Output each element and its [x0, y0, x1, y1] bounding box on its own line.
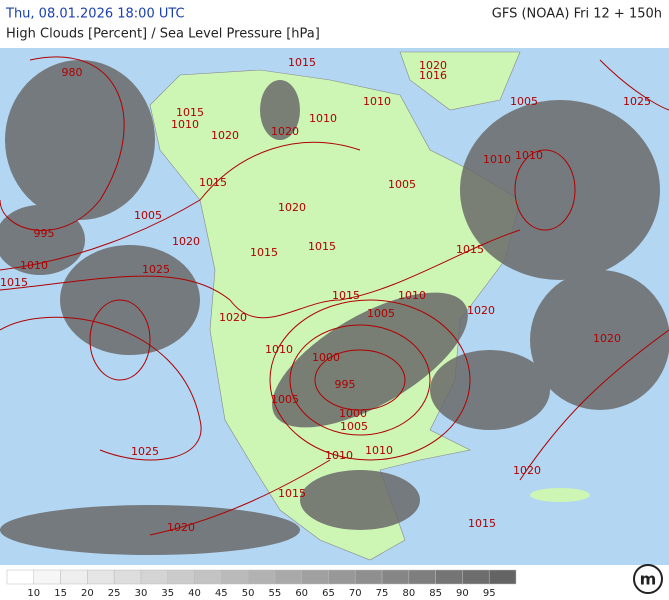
isobar-label: 1005 — [340, 420, 368, 433]
isobar-label: 1020 — [419, 59, 447, 72]
legend-swatch — [435, 569, 463, 585]
logo-text: m — [640, 570, 657, 589]
clouds — [0, 60, 669, 555]
isobar-label: 1015 — [288, 56, 316, 69]
legend-label: 55 — [269, 588, 282, 599]
header-title: High Clouds [Percent] / Sea Level Pressu… — [6, 27, 320, 42]
legend-swatch — [274, 569, 302, 585]
isobar-label: 1000 — [312, 351, 340, 364]
isobar-label: 1025 — [142, 263, 170, 276]
legend-swatch — [408, 569, 436, 585]
isobar-label: 1010 — [365, 444, 393, 457]
legend-swatch — [167, 569, 195, 585]
isobar-label: 1015 — [308, 240, 336, 253]
isobar-label: 1020 — [593, 332, 621, 345]
isobar-label: 1015 — [468, 517, 496, 530]
legend-swatch — [221, 569, 249, 585]
legend-label: 25 — [108, 588, 121, 599]
isobar-label: 1000 — [339, 407, 367, 420]
legend-swatch — [113, 569, 142, 585]
legend-swatch — [87, 569, 115, 585]
legend-swatch — [381, 569, 410, 585]
legend-swatch — [33, 569, 61, 585]
isobar-label: 1020 — [467, 304, 495, 317]
isobar-label: 1015 — [250, 246, 278, 259]
land — [399, 51, 521, 111]
legend-swatch — [488, 569, 517, 585]
isobar-label: 1005 — [134, 209, 162, 222]
isobar-label: 1015 — [332, 289, 360, 302]
legend-label: 70 — [349, 588, 362, 599]
isobar-label: 980 — [62, 66, 83, 79]
isobar-label: 1005 — [271, 393, 299, 406]
isobar-label: 1020 — [211, 129, 239, 142]
legend-label: 90 — [456, 588, 469, 599]
isobar-label: 1005 — [510, 95, 538, 108]
isobar-label: 1015 — [199, 176, 227, 189]
isobar-label: 1010 — [171, 118, 199, 131]
legend-swatch — [60, 569, 88, 585]
legend-label: 20 — [81, 588, 94, 599]
isobar-label: 1020 — [513, 464, 541, 477]
legend-label: 10 — [27, 588, 40, 599]
legend-label: 40 — [188, 588, 201, 599]
legend-swatch — [247, 569, 276, 585]
isobar-label: 1025 — [131, 445, 159, 458]
isobar-label: 1015 — [456, 243, 484, 256]
isobar-label: 1015 — [176, 106, 204, 119]
isobars — [0, 56, 669, 536]
isobar-label: 1015 — [0, 276, 28, 289]
legend-label: 65 — [322, 588, 335, 599]
isobar-label: 1010 — [398, 289, 426, 302]
isobar-label: 1005 — [388, 178, 416, 191]
isobar-label: 1010 — [265, 343, 293, 356]
logo — [633, 564, 663, 594]
isobar-label: 1015 — [278, 487, 306, 500]
isobar-label: 1020 — [219, 311, 247, 324]
isobar-label: 1010 — [20, 259, 48, 272]
legend-label: 30 — [135, 588, 148, 599]
isobar-label: 1016 — [419, 69, 447, 82]
isobar-label: 1020 — [167, 521, 195, 534]
header-bg — [0, 0, 669, 48]
isobar-label: 1020 — [271, 125, 299, 138]
land — [530, 488, 590, 502]
isobar-label: 995 — [34, 227, 55, 240]
legend-swatch — [462, 569, 490, 585]
legend-swatch — [6, 569, 35, 585]
isobar-label: 995 — [335, 378, 356, 391]
isobar-label: 1010 — [309, 112, 337, 125]
header-model: GFS (NOAA) Fri 12 + 150h — [492, 7, 662, 22]
isobar-label: 1020 — [278, 201, 306, 214]
legend: 10 15 20 25 30 35 40 45 50 55 60 65 70 75 80 85 90 95 — [6, 569, 517, 599]
isobar-label: 1010 — [515, 149, 543, 162]
isobar-label: 1025 — [623, 95, 651, 108]
legend-label: 15 — [54, 588, 67, 599]
legend-label: 80 — [402, 588, 415, 599]
legend-label: 60 — [295, 588, 308, 599]
header-datetime: Thu, 08.01.2026 18:00 UTC — [5, 7, 185, 22]
legend-label: 85 — [429, 588, 442, 599]
isobar-label: 1010 — [325, 449, 353, 462]
legend-swatch — [140, 569, 168, 585]
legend-label: 45 — [215, 588, 228, 599]
isobar-label: 1020 — [172, 235, 200, 248]
legend-swatch — [301, 569, 329, 585]
land — [149, 69, 521, 561]
legend-swatch — [355, 569, 383, 585]
legend-swatch — [328, 569, 356, 585]
legend-label: 35 — [161, 588, 174, 599]
isobar-label: 1010 — [483, 153, 511, 166]
legend-label: 95 — [483, 588, 496, 599]
legend-swatch — [194, 569, 222, 585]
isobar-label: 1005 — [367, 307, 395, 320]
isobar-label: 1010 — [363, 95, 391, 108]
legend-label: 50 — [242, 588, 255, 599]
legend-label: 75 — [376, 588, 389, 599]
